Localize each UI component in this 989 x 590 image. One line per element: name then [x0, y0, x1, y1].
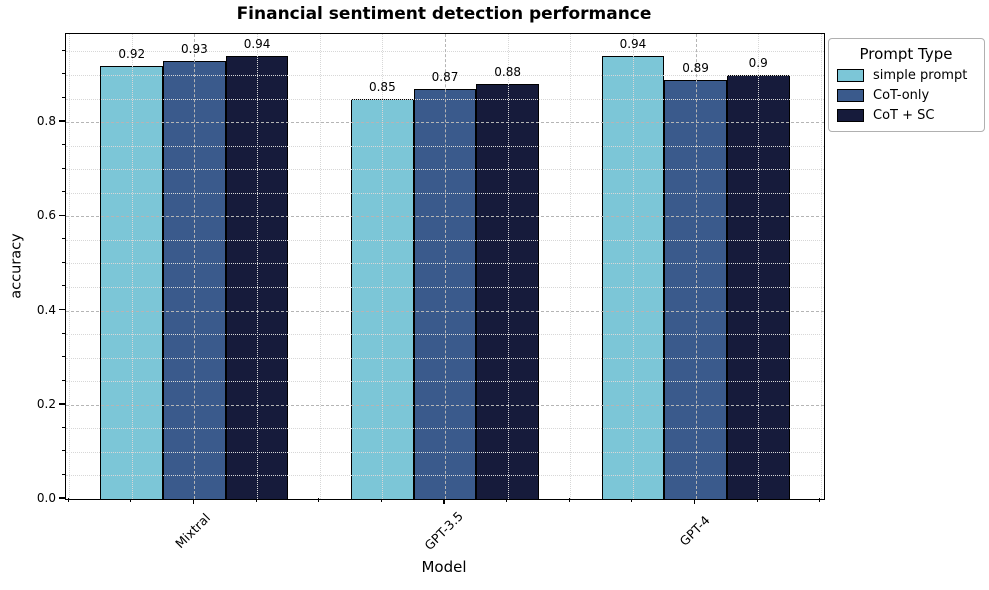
- legend: Prompt Type simple prompt CoT-only CoT + S…: [828, 38, 985, 132]
- x-major-tick: [443, 498, 445, 504]
- legend-item-CoT-only: CoT-only: [837, 88, 975, 103]
- y-minor-tick: [61, 473, 65, 475]
- y-axis-label: accuracy: [9, 232, 26, 299]
- legend-items: simple prompt CoT-only CoT + SC: [837, 68, 975, 123]
- y-minor-tick: [61, 49, 65, 51]
- y-minor-tick: [61, 167, 65, 169]
- gridline-x-major: [445, 34, 446, 499]
- x-minor-tick: [318, 498, 320, 502]
- bar-value-label: 0.92: [118, 46, 146, 61]
- gridline-x-major: [695, 34, 697, 499]
- y-minor-tick: [61, 332, 65, 334]
- y-minor-tick: [61, 97, 65, 99]
- bar-value-label: 0.85: [368, 79, 396, 94]
- legend-label: CoT-only: [873, 88, 930, 103]
- x-minor-tick: [568, 498, 570, 502]
- x-minor-tick: [756, 498, 758, 502]
- y-minor-tick: [61, 238, 65, 240]
- chart-title: Financial sentiment detection performanc…: [236, 4, 652, 24]
- bar-value-label: 0.93: [181, 41, 208, 56]
- y-minor-tick: [61, 426, 65, 428]
- y-axis-label-wrap: accuracy: [0, 33, 34, 498]
- gridline-x-minor: [69, 34, 71, 499]
- x-minor-tick: [380, 498, 382, 502]
- y-major-tick: [59, 308, 65, 311]
- y-minor-tick: [61, 379, 65, 381]
- legend-item-simple-prompt: simple prompt: [837, 68, 975, 83]
- x-major-tick: [693, 498, 696, 504]
- y-major-tick: [59, 214, 65, 217]
- x-minor-tick: [631, 498, 633, 502]
- x-minor-tick: [506, 498, 508, 502]
- y-tick-label: 0.0: [36, 491, 56, 505]
- bar-value-label: 0.9: [748, 55, 768, 70]
- y-tick-label: 0.8: [36, 114, 56, 129]
- gridline-x-minor: [758, 34, 760, 499]
- y-minor-tick: [61, 73, 65, 75]
- y-major-tick: [59, 403, 65, 405]
- bar-Mixtral-CoT-+-SC: [225, 56, 289, 499]
- y-major-tick: [59, 497, 65, 499]
- y-minor-tick: [61, 144, 65, 146]
- y-tick-label: 0.6: [36, 208, 56, 223]
- bar-value-label: 0.89: [682, 60, 709, 75]
- gridline-x-minor: [257, 34, 259, 499]
- bar-GPT-3.5-CoT-only: [413, 89, 477, 499]
- x-minor-tick: [67, 498, 69, 502]
- x-major-tick: [192, 498, 195, 504]
- bar-value-label: 0.94: [619, 37, 647, 52]
- gridline-x-minor: [570, 34, 572, 499]
- legend-label: CoT + SC: [873, 108, 935, 123]
- bar-value-label: 0.94: [243, 37, 271, 52]
- legend-label: simple prompt: [873, 68, 968, 83]
- y-tick-label: 0.2: [36, 396, 56, 411]
- gridline-x-minor: [632, 34, 634, 499]
- bar-value-label: 0.87: [431, 70, 459, 85]
- gridline-x-minor: [507, 34, 509, 499]
- legend-swatch: [837, 69, 864, 82]
- y-minor-tick: [61, 356, 65, 358]
- legend-swatch: [837, 89, 864, 102]
- x-axis-label: Model: [421, 558, 467, 576]
- y-tick-label: 0.4: [36, 302, 56, 317]
- bar-GPT-3.5-CoT-+-SC: [476, 84, 539, 499]
- legend-title: Prompt Type: [859, 45, 953, 63]
- x-minor-tick: [819, 498, 821, 502]
- x-minor-tick: [130, 498, 132, 502]
- x-minor-tick: [255, 498, 257, 502]
- gridline-x-minor: [131, 34, 133, 499]
- y-minor-tick: [61, 450, 65, 452]
- plot-area: 0.92 0.85 0.94 0.93 0.87 0.89 0.94 0.88 0.9: [65, 33, 825, 500]
- gridline-x-minor: [382, 34, 384, 499]
- legend-item-CoT-+-SC: CoT + SC: [837, 108, 975, 123]
- y-minor-tick: [61, 191, 65, 193]
- y-minor-tick: [61, 285, 65, 287]
- gridline-x-major: [194, 34, 196, 499]
- bar-value-label: 0.88: [494, 65, 521, 80]
- legend-swatch: [837, 109, 864, 122]
- y-major-tick: [59, 120, 65, 122]
- gridline-x-minor: [319, 34, 321, 499]
- gridline-x-minor: [820, 34, 822, 499]
- y-minor-tick: [61, 261, 65, 263]
